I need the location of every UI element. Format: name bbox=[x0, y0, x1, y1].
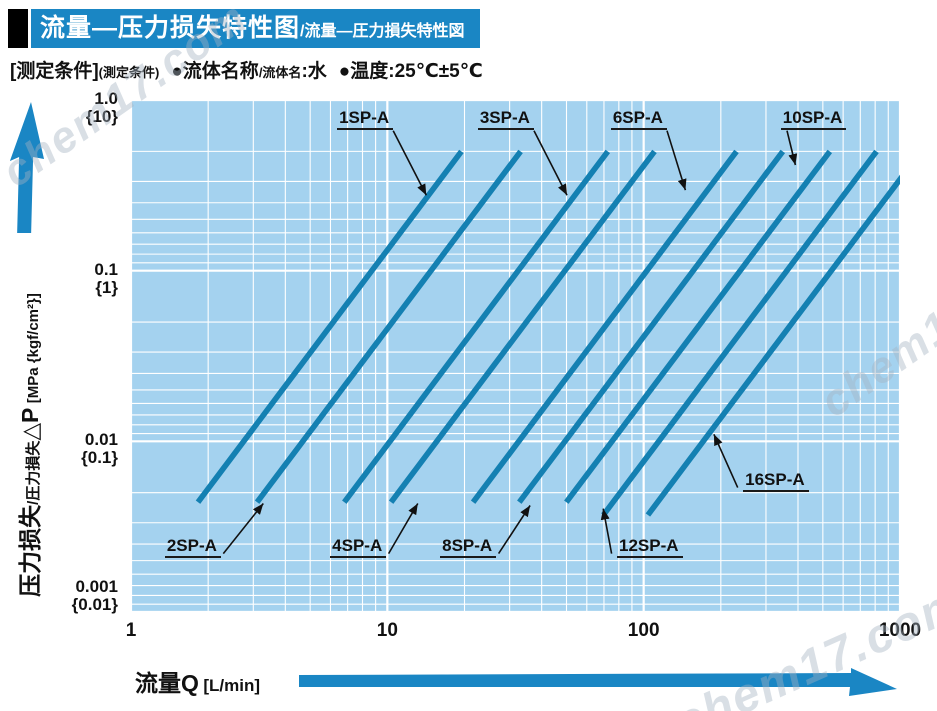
x-axis-arrow-icon bbox=[299, 668, 897, 696]
y-axis-arrow-icon bbox=[10, 102, 45, 233]
annotation-arrows bbox=[222, 130, 798, 555]
x-axis-label: 流量Q [L/min] bbox=[135, 664, 260, 698]
temperature-condition: ●温度:25℃±5℃ bbox=[338, 61, 483, 82]
y-tick-0.1: 0.1 {1} bbox=[94, 259, 118, 297]
annotation-arrow-16SP-A bbox=[713, 433, 739, 488]
fluid-label: ●流体名称 bbox=[171, 61, 259, 82]
x-axis-ticks: 1 10 100 1000 bbox=[126, 620, 921, 644]
series-line-3SP-A bbox=[342, 149, 611, 504]
series-label-8SP-A: 8SP-A bbox=[440, 536, 497, 558]
x-tick-1000: 1000 bbox=[878, 620, 922, 641]
conditions-bracket: [测定条件] bbox=[10, 61, 99, 82]
x-tick-100: 100 bbox=[627, 620, 660, 641]
measurement-conditions: [测定条件](測定条件) ●流体名称/流体名:水 ●温度:25℃±5℃ bbox=[10, 56, 483, 83]
title-accent-square bbox=[8, 9, 28, 48]
annotation-arrow-8SP-A bbox=[497, 505, 531, 555]
fluid-label-sub: /流体名 bbox=[258, 65, 302, 80]
series-line-8SP-A bbox=[517, 149, 786, 504]
series-label-4SP-A: 4SP-A bbox=[330, 536, 387, 558]
annotation-arrow-12SP-A bbox=[600, 508, 613, 554]
x-axis-label-text: 流量Q bbox=[135, 670, 199, 696]
annotation-arrow-1SP-A bbox=[392, 130, 428, 196]
series-line-16SP-A bbox=[645, 174, 900, 517]
series-label-10SP-A: 10SP-A bbox=[780, 108, 847, 131]
series-line-4SP-A bbox=[388, 149, 657, 504]
conditions-bracket-sub: (測定条件) bbox=[98, 65, 160, 80]
x-tick-10: 10 bbox=[376, 620, 398, 641]
y-tick-0.001: 0.001 {0.01} bbox=[71, 577, 118, 614]
x-tick-1: 1 bbox=[125, 620, 137, 641]
page-title-sub: /流量—圧力損失特性図 bbox=[300, 23, 465, 40]
fluid-value: :水 bbox=[301, 61, 327, 82]
annotation-arrow-2SP-A bbox=[222, 503, 264, 555]
annotation-arrow-3SP-A bbox=[533, 130, 568, 196]
series-label-2SP-A: 2SP-A bbox=[164, 536, 221, 558]
annotation-arrow-6SP-A bbox=[666, 130, 687, 191]
series-line-1SP-A bbox=[195, 149, 464, 504]
y-axis-ticks: 1.0 {10} 0.1 {1} 0.01 {0.1} 0.001 {0.01} bbox=[0, 0, 126, 711]
x-axis-unit: [L/min] bbox=[203, 676, 260, 695]
series-line-6SP-A bbox=[470, 149, 739, 504]
annotation-arrow-4SP-A bbox=[387, 503, 419, 555]
page-title: 流量—压力损失特性图 bbox=[40, 14, 301, 42]
series-label-16SP-A: 16SP-A bbox=[743, 470, 809, 493]
title-bar: 流量—压力损失特性图/流量—圧力損失特性図 bbox=[8, 9, 481, 48]
y-tick-0.01: 0.01 {0.1} bbox=[81, 430, 118, 468]
annotation-arrow-10SP-A bbox=[786, 130, 798, 166]
series-lines bbox=[195, 149, 900, 517]
series-label-12SP-A: 12SP-A bbox=[617, 536, 683, 558]
plot-area: 1SP-A 3SP-A 6SP-A 10SP-A 2SP-A 4SP-A 8SP-A 12SP… bbox=[131, 100, 900, 612]
series-line-10SP-A bbox=[564, 149, 833, 504]
series-label-1SP-A: 1SP-A bbox=[337, 108, 394, 131]
title-banner: 流量—压力损失特性图/流量—圧力損失特性図 bbox=[31, 9, 481, 48]
series-line-2SP-A bbox=[254, 149, 523, 504]
series-label-6SP-A: 6SP-A bbox=[610, 108, 667, 131]
y-tick-1.0: 1.0 {10} bbox=[85, 89, 118, 126]
series-label-3SP-A: 3SP-A bbox=[477, 108, 534, 131]
series-line-12SP-A bbox=[601, 149, 879, 517]
